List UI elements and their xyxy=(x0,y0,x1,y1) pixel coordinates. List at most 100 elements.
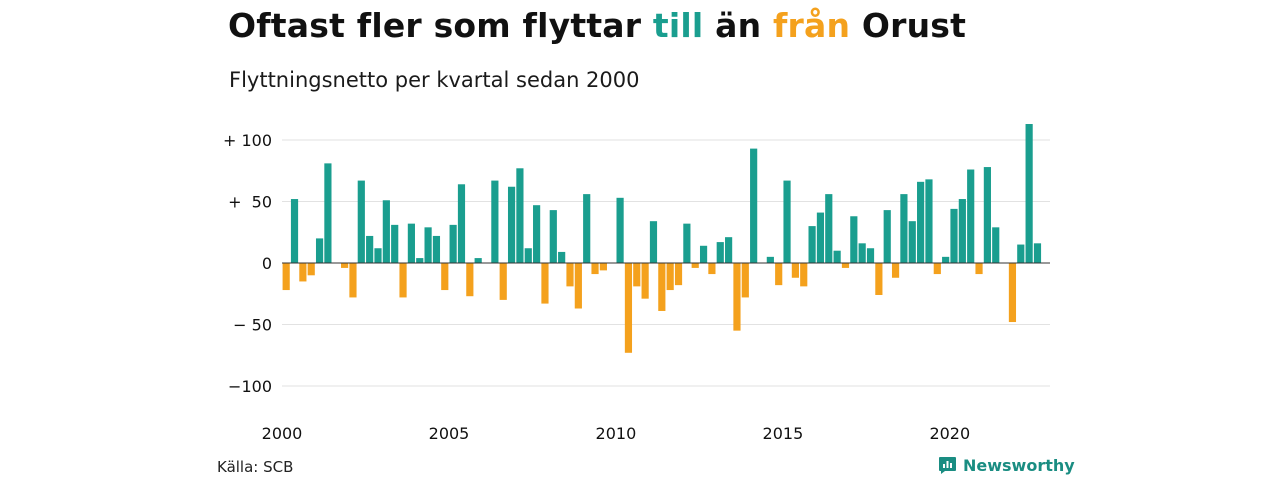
grid-lines xyxy=(282,139,1050,387)
bar-positive xyxy=(917,181,925,263)
source-label: Källa: SCB xyxy=(217,458,294,476)
bar-negative xyxy=(875,263,883,295)
bar-negative xyxy=(674,263,683,286)
chart-subtitle: Flyttningsnetto per kvartal sedan 2000 xyxy=(229,68,640,92)
y-tick-label: + 100 xyxy=(223,131,272,150)
bar-negative xyxy=(658,263,666,311)
bar-positive xyxy=(424,227,432,263)
y-tick-label: + 50 xyxy=(228,193,272,212)
bar-negative xyxy=(307,263,315,276)
bar-positive xyxy=(766,256,774,263)
bar-negative xyxy=(691,263,699,268)
bar-positive xyxy=(992,227,1000,263)
y-axis-ticks: + 100 + 50 0 − 50 −100 xyxy=(223,131,272,396)
bar-negative xyxy=(466,263,474,297)
bar-positive xyxy=(866,248,875,263)
brand-name: Newsworthy xyxy=(963,456,1075,475)
bar-positive xyxy=(900,194,908,263)
bar-positive xyxy=(958,199,966,263)
bar-negative xyxy=(775,263,783,286)
bar-negative xyxy=(641,263,649,299)
bar-negative xyxy=(499,263,507,300)
bar-positive xyxy=(908,221,916,263)
bar-negative xyxy=(891,263,900,278)
bar-positive xyxy=(716,242,724,263)
newsworthy-logo-icon xyxy=(939,457,956,474)
title-part-1: Oftast fler som flyttar xyxy=(228,6,653,45)
bar-negative xyxy=(541,263,549,304)
bar-negative xyxy=(933,263,941,275)
bar-positive xyxy=(374,248,382,263)
bar-positive xyxy=(816,212,825,263)
bar-positive xyxy=(1025,124,1033,263)
bar-chart: + 100 + 50 0 − 50 −100 2000 2005 2010 2015 2020 xyxy=(223,124,1050,443)
y-tick-label: −100 xyxy=(228,377,272,396)
bar-positive xyxy=(750,148,758,263)
x-tick-label: 2010 xyxy=(596,424,637,443)
bars xyxy=(282,124,1042,353)
bar-positive xyxy=(1033,243,1042,263)
bar-negative xyxy=(708,263,716,275)
bar-positive xyxy=(1017,244,1025,263)
bar-positive xyxy=(942,256,950,263)
bar-positive xyxy=(391,224,399,263)
bar-negative xyxy=(349,263,357,298)
bar-negative xyxy=(591,263,599,275)
bar-negative xyxy=(791,263,799,278)
bar-positive xyxy=(533,205,541,263)
bar-positive xyxy=(290,199,299,263)
brand: Newsworthy xyxy=(938,456,1075,475)
bar-positive xyxy=(950,208,958,263)
bar-positive xyxy=(457,184,466,263)
bar-positive xyxy=(416,258,424,263)
bar-positive xyxy=(315,238,324,263)
bar-positive xyxy=(432,235,441,263)
bar-positive xyxy=(833,250,841,263)
bar-negative xyxy=(566,263,574,287)
bar-positive xyxy=(616,197,624,263)
bar-positive xyxy=(967,169,975,263)
bar-negative xyxy=(599,263,607,271)
chart-title: Oftast fler som flyttar till än från Oru… xyxy=(228,6,966,45)
bar-negative xyxy=(800,263,808,287)
bar-positive xyxy=(549,210,557,263)
bar-negative xyxy=(741,263,749,298)
bar-positive xyxy=(808,226,816,263)
bar-positive xyxy=(366,235,374,263)
bar-positive xyxy=(699,245,708,263)
title-part-2: än xyxy=(703,6,773,45)
bar-negative xyxy=(341,263,349,268)
bar-positive xyxy=(783,180,791,263)
bar-positive xyxy=(474,258,482,263)
bar-negative xyxy=(574,263,582,309)
bar-positive xyxy=(491,180,499,263)
bar-negative xyxy=(624,263,633,353)
bar-negative xyxy=(666,263,674,291)
bar-positive xyxy=(649,221,658,263)
title-word-out: från xyxy=(772,6,851,45)
bar-negative xyxy=(975,263,983,275)
bar-positive xyxy=(382,200,390,263)
y-tick-label: 0 xyxy=(262,254,272,273)
bar-negative xyxy=(441,263,449,291)
bar-positive xyxy=(825,194,833,263)
bar-positive xyxy=(449,224,457,263)
title-word-in: till xyxy=(652,6,704,45)
x-tick-label: 2000 xyxy=(262,424,303,443)
x-tick-label: 2020 xyxy=(929,424,970,443)
bar-positive xyxy=(407,223,415,263)
bar-positive xyxy=(883,210,891,263)
bar-positive xyxy=(583,194,591,263)
x-tick-label: 2015 xyxy=(763,424,804,443)
bar-negative xyxy=(399,263,407,298)
bar-positive xyxy=(324,163,332,263)
bar-positive xyxy=(983,167,991,263)
bar-positive xyxy=(524,248,532,263)
bar-negative xyxy=(282,263,290,291)
bar-positive xyxy=(516,168,524,263)
title-part-3: Orust xyxy=(850,6,967,45)
bar-positive xyxy=(858,243,866,263)
bar-negative xyxy=(299,263,307,282)
bar-negative xyxy=(633,263,641,287)
bar-positive xyxy=(558,251,566,263)
